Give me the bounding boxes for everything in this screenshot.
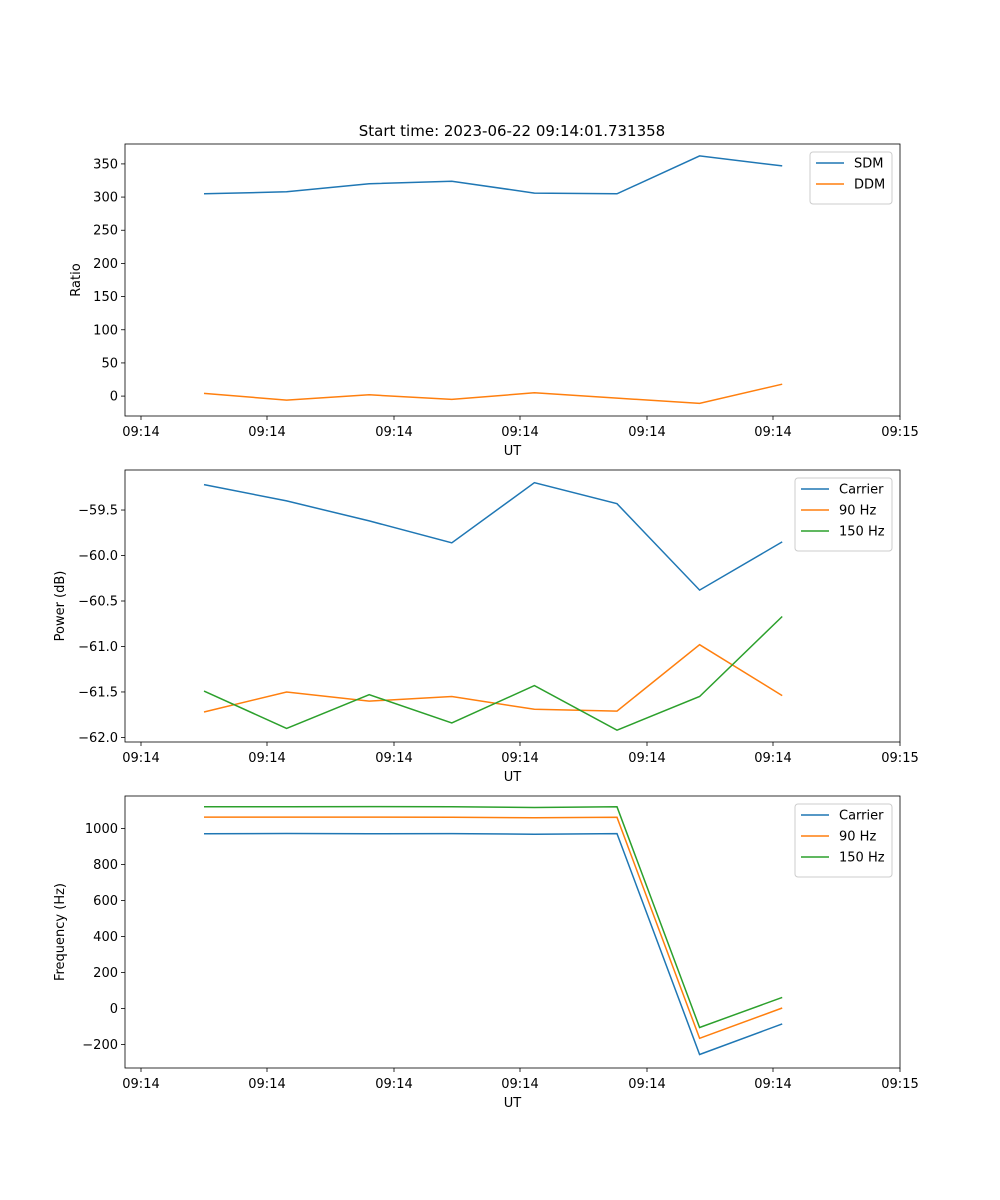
- x-tick-label: 09:14: [754, 1077, 791, 1092]
- legend-box: [794, 477, 893, 552]
- series-line-carrier: [203, 832, 783, 1056]
- y-tick-label: 0: [110, 1002, 118, 1017]
- x-axis-label: UT: [504, 1096, 522, 1111]
- x-tick-label: 09:14: [501, 751, 538, 766]
- legend-entry: 90 Hz: [839, 504, 876, 519]
- legend-entry: Carrier: [839, 483, 884, 498]
- legend-box: [809, 151, 893, 205]
- y-tick-label: 200: [93, 966, 118, 981]
- x-tick-label: 09:14: [501, 425, 538, 440]
- figure-title: Start time: 2023-06-22 09:14:01.731358: [359, 122, 665, 140]
- x-axis-label: UT: [504, 770, 522, 785]
- y-tick-label: 0: [110, 390, 118, 405]
- series-line-sdm: [203, 155, 783, 195]
- x-tick-label: 09:14: [122, 425, 159, 440]
- x-axis-label: UT: [504, 444, 522, 459]
- legend-entry: Carrier: [839, 809, 884, 824]
- x-tick-label: 09:15: [881, 425, 918, 440]
- x-tick-label: 09:14: [754, 425, 791, 440]
- y-axis-label: Power (dB): [53, 571, 68, 642]
- y-tick-label: 1000: [85, 822, 118, 837]
- y-tick-label: 600: [93, 894, 118, 909]
- x-tick-label: 09:14: [501, 1077, 538, 1092]
- x-tick-label: 09:14: [122, 1077, 159, 1092]
- series-line-150-hz: [203, 615, 783, 732]
- x-tick-label: 09:14: [248, 751, 285, 766]
- y-tick-label: 100: [93, 323, 118, 338]
- y-axis-label: Ratio: [69, 263, 84, 296]
- x-tick-label: 09:14: [375, 751, 412, 766]
- series-line-90-hz: [204, 816, 783, 1040]
- y-tick-label: −60.5: [78, 594, 118, 609]
- y-tick-label: −60.0: [78, 549, 118, 564]
- y-tick-label: −61.0: [78, 640, 118, 655]
- x-tick-label: 09:15: [881, 751, 918, 766]
- legend-entry: 150 Hz: [839, 525, 885, 540]
- legend: SDM DDM: [809, 151, 893, 205]
- x-tick-label: 09:14: [628, 425, 665, 440]
- x-tick-label: 09:14: [754, 751, 791, 766]
- series-line-150-hz: [204, 805, 783, 1029]
- y-tick-label: −200: [82, 1038, 118, 1053]
- axes-frame: [124, 143, 901, 417]
- series-line-ddm: [203, 383, 783, 405]
- series-line-90-hz: [203, 643, 783, 713]
- y-tick-label: 400: [93, 930, 118, 945]
- y-tick-label: −62.0: [78, 731, 118, 746]
- y-tick-label: 200: [93, 257, 118, 272]
- legend-entry: 150 Hz: [839, 851, 885, 866]
- axes-frame: [124, 795, 901, 1069]
- y-tick-label: −59.5: [78, 504, 118, 519]
- x-tick-label: 09:14: [375, 1077, 412, 1092]
- series-line-carrier: [203, 481, 783, 592]
- ratio-panel: 0 50 100 150 200 250 300 350 09:14 09:14 09:14 09:1…: [69, 143, 919, 459]
- y-axis-label: Frequency (Hz): [53, 883, 68, 981]
- y-tick-label: −61.5: [78, 685, 118, 700]
- x-tick-label: 09:14: [628, 1077, 665, 1092]
- y-tick-label: 300: [93, 191, 118, 206]
- x-tick-label: 09:14: [248, 425, 285, 440]
- axes-frame: [124, 469, 901, 743]
- x-tick-label: 09:14: [248, 1077, 285, 1092]
- x-tick-label: 09:15: [881, 1077, 918, 1092]
- x-tick-label: 09:14: [375, 425, 412, 440]
- x-tick-label: 09:14: [628, 751, 665, 766]
- legend-entry: SDM: [854, 157, 883, 172]
- legend-box: [794, 803, 893, 878]
- legend: Carrier 90 Hz 150 Hz: [794, 477, 893, 552]
- power-panel: −62.0 −61.5 −61.0 −60.5 −60.0 −59.5 09:14 09:14…: [53, 469, 919, 785]
- legend: Carrier 90 Hz 150 Hz: [794, 803, 893, 878]
- legend-entry: DDM: [854, 178, 885, 193]
- legend-entry: 90 Hz: [839, 830, 876, 845]
- y-tick-label: 250: [93, 224, 118, 239]
- y-tick-label: 150: [93, 290, 118, 305]
- y-tick-label: 350: [93, 157, 118, 172]
- y-tick-label: 800: [93, 858, 118, 873]
- x-tick-label: 09:14: [122, 751, 159, 766]
- y-tick-label: 50: [101, 356, 118, 371]
- frequency-panel: −200 0 200 400 600 800 1000 09:14 09:14 09:14 09:1…: [53, 795, 919, 1111]
